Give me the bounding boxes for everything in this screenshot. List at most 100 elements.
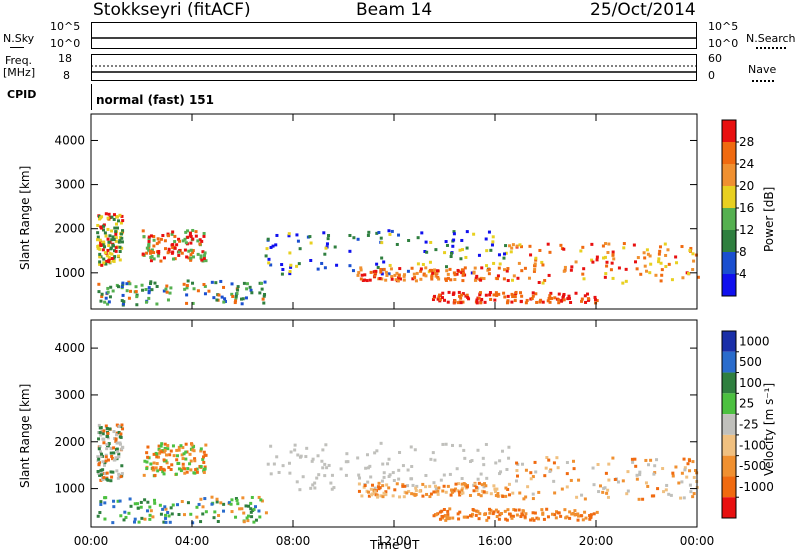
power-echo-cell [438, 297, 442, 301]
velocity-echo-cell [163, 446, 167, 450]
power-echo-cell [490, 243, 494, 247]
velocity-echo-cell [242, 511, 246, 515]
velocity-echo-cell [692, 492, 696, 496]
power-echo-cell [120, 214, 124, 218]
freq-unit-label: [MHz] [3, 66, 36, 79]
power-echo-cell [472, 232, 476, 236]
velocity-echo-cell [495, 487, 499, 491]
velocity-echo-cell [103, 496, 107, 500]
power-echo-cell [234, 299, 238, 303]
velocity-echo-cell [517, 508, 521, 512]
power-echo-cell [173, 240, 177, 244]
power-echo-cell [114, 236, 118, 240]
velocity-echo-cell [418, 489, 422, 493]
velocity-echo-cell [385, 483, 389, 487]
power-echo-cell [236, 285, 240, 289]
power-echo-cell [125, 282, 129, 286]
velocity-echo-cell [260, 499, 264, 503]
velocity-echo-cell [98, 431, 102, 435]
velocity-echo-cell [102, 441, 106, 445]
velocity-echo-cell [437, 486, 441, 490]
velocity-echo-cell [104, 455, 108, 459]
power-echo-cell [104, 296, 108, 300]
velocity-echo-cell [204, 510, 208, 514]
power-echo-cell [415, 271, 419, 275]
power-echo-cell [674, 255, 678, 259]
power-echo-cell [191, 237, 195, 241]
velocity-echo-cell [246, 514, 250, 518]
power-echo-cell [461, 300, 465, 304]
velocity-echo-cell [691, 495, 695, 499]
nsky-right-tick-bottom: 10^0 [708, 37, 739, 50]
velocity-echo-cell [117, 455, 121, 459]
velocity-echo-cell [119, 475, 123, 479]
power-echo-cell [159, 259, 163, 263]
power-echo-cell [186, 229, 190, 233]
velocity-echo-cell [212, 516, 216, 520]
power-echo-cell [141, 288, 145, 292]
power-echo-cell [116, 226, 120, 230]
velocity-echo-cell [316, 454, 320, 458]
velocity-echo-cell [461, 486, 465, 490]
power-colorbar-tick-label: 8 [739, 245, 747, 259]
power-echo-cell [111, 259, 115, 263]
freq-panel [91, 54, 697, 81]
velocity-echo-cell [98, 426, 102, 430]
power-echo-cell [461, 279, 465, 283]
velocity-echo-cell [524, 495, 528, 499]
power-colorbar-segment [722, 186, 736, 208]
power-echo-cell [359, 277, 363, 281]
velocity-echo-cell [166, 511, 170, 515]
velocity-echo-cell [547, 458, 551, 462]
power-echo-cell [194, 234, 198, 238]
velocity-colorbar-tick-label: -500 [739, 459, 766, 473]
power-echo-cell [605, 260, 609, 264]
velocity-echo-cell [252, 520, 256, 524]
velocity-echo-cell [581, 518, 585, 522]
power-echo-cell [580, 299, 584, 303]
power-colorbar-label: Power [dB] [762, 186, 776, 252]
velocity-echo-cell [217, 513, 221, 517]
velocity-echo-cell [515, 513, 519, 517]
velocity-echo-cell [142, 473, 146, 477]
velocity-echo-cell [161, 470, 165, 474]
power-echo-cell [643, 264, 647, 268]
power-echo-cell [281, 267, 285, 271]
velocity-echo-cell [324, 443, 328, 447]
power-echo-cell [298, 247, 302, 251]
power-echo-cell [289, 263, 293, 267]
power-echo-cell [513, 295, 517, 299]
velocity-echo-cell [170, 463, 174, 467]
power-echo-cell [562, 269, 566, 273]
power-echo-cell [534, 258, 538, 262]
power-echo-cell [144, 300, 148, 304]
velocity-echo-cell [415, 484, 419, 488]
velocity-echo-cell [119, 432, 123, 436]
velocity-echo-cell [688, 469, 692, 473]
velocity-echo-cell [579, 514, 583, 518]
velocity-echo-cell [177, 512, 181, 516]
velocity-echo-cell [117, 475, 121, 479]
velocity-echo-cell [102, 463, 106, 467]
power-echo-cell [181, 239, 185, 243]
velocity-echo-cell [106, 431, 110, 435]
velocity-echo-cell [671, 474, 675, 478]
velocity-echo-cell [441, 489, 445, 493]
velocity-echo-cell [115, 441, 119, 445]
power-echo-cell [325, 242, 329, 246]
velocity-echo-cell [421, 482, 425, 486]
power-echo-cell [562, 247, 566, 251]
power-echo-cell [245, 287, 249, 291]
velocity-echo-cell [356, 456, 360, 460]
velocity-echo-cell [169, 506, 173, 510]
velocity-echo-cell [204, 453, 208, 457]
velocity-echo-cell [149, 509, 153, 513]
velocity-colorbar-segment [722, 455, 736, 477]
power-echo-cell [429, 240, 433, 244]
velocity-echo-cell [202, 455, 206, 459]
power-echo-cell [443, 298, 447, 302]
velocity-echo-cell [482, 482, 486, 486]
power-echo-cell [479, 278, 483, 282]
velocity-echo-cell [171, 503, 175, 507]
power-echo-cell [451, 244, 455, 248]
